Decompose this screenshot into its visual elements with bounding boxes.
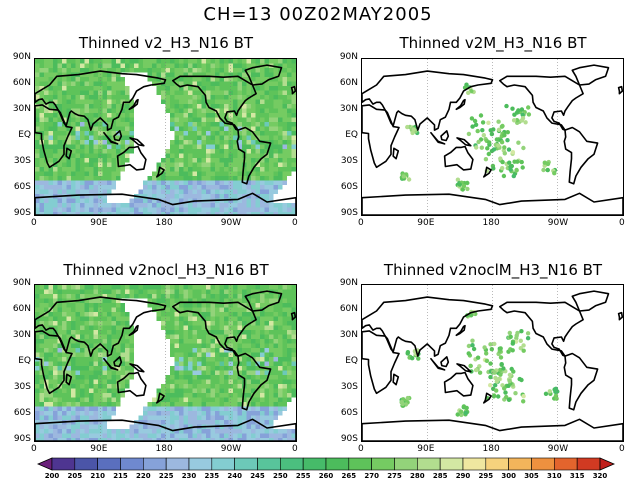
lon-label-3-4: 0 [292, 444, 298, 454]
lat-label-4-0: 90N [339, 278, 358, 288]
colorbar-tick-label: 200 [44, 472, 60, 480]
lat-label-1-4: 30S [13, 156, 31, 166]
lat-label-3-6: 90S [13, 434, 31, 444]
lon-label-1-2: 180 [155, 218, 173, 228]
lon-label-2-1: 90E [417, 218, 435, 228]
lon-label-3-0: 0 [31, 444, 37, 454]
lat-label-1-0: 90N [12, 52, 31, 62]
map-panel-thinned-v2noclm [361, 284, 624, 442]
lon-label-4-2: 180 [482, 444, 500, 454]
lat-label-2-6: 90S [340, 208, 358, 218]
colorbar-tick-label: 280 [409, 472, 425, 480]
colorbar-tick-label: 255 [295, 472, 311, 480]
colorbar-tick-label: 215 [113, 472, 128, 480]
lat-label-4-1: 60N [339, 304, 358, 314]
colorbar-tick-label: 265 [341, 472, 357, 480]
colorbar-tick-label: 230 [181, 472, 197, 480]
colorbar-tick-label: 260 [318, 472, 334, 480]
colorbar-tick-label: 310 [546, 472, 562, 480]
colorbar-tick-label: 205 [67, 472, 83, 480]
lon-label-2-0: 0 [358, 218, 364, 228]
lon-label-1-1: 90E [90, 218, 108, 228]
panel-title-3: Thinned v2nocl_H3_N16 BT [63, 261, 269, 279]
colorbar-tick-label: 270 [364, 472, 379, 480]
colorbar [36, 457, 616, 471]
lat-label-2-5: 60S [340, 182, 358, 192]
map-panel-thinned-v2m [361, 58, 624, 216]
colorbar-tick-label: 315 [569, 472, 585, 480]
lon-label-2-3: 90W [547, 218, 569, 228]
colorbar-tick-label: 300 [501, 472, 516, 480]
colorbar-tick-label: 225 [158, 472, 174, 480]
colorbar-tick-label: 240 [227, 472, 242, 480]
lat-label-2-1: 60N [339, 78, 358, 88]
lat-label-3-2: 30N [12, 330, 31, 340]
lat-label-2-0: 90N [339, 52, 358, 62]
colorbar-tick-label: 320 [592, 472, 608, 480]
colorbar-tick-label: 235 [204, 472, 220, 480]
colorbar-tick-label: 290 [455, 472, 471, 480]
map-panel-thinned-v2 [34, 58, 297, 216]
lat-label-1-2: 30N [12, 104, 31, 114]
lat-label-4-2: 30N [339, 330, 358, 340]
lat-label-1-1: 60N [12, 78, 31, 88]
lon-label-2-2: 180 [482, 218, 500, 228]
colorbar-tick-label: 220 [135, 472, 151, 480]
lat-label-3-5: 60S [13, 408, 31, 418]
lon-label-3-2: 180 [155, 444, 173, 454]
map-panel-thinned-v2nocl [34, 284, 297, 442]
lon-label-2-4: 0 [619, 218, 625, 228]
colorbar-tick-label: 210 [90, 472, 105, 480]
lon-label-1-4: 0 [292, 218, 298, 228]
lat-label-3-1: 60N [12, 304, 31, 314]
lon-label-1-0: 0 [31, 218, 37, 228]
lat-label-2-3: EQ [345, 130, 358, 140]
lon-label-3-1: 90E [90, 444, 108, 454]
colorbar-tick-label: 305 [524, 472, 539, 480]
colorbar-tick-label: 245 [250, 472, 265, 480]
lat-label-1-3: EQ [18, 130, 31, 140]
colorbar-tick-label: 295 [478, 472, 494, 480]
figure-title: CH=13 00Z02MAY2005 [203, 4, 433, 25]
colorbar-tick-label: 285 [432, 472, 448, 480]
lat-label-4-6: 90S [340, 434, 358, 444]
lat-label-3-3: EQ [18, 356, 31, 366]
lat-label-4-4: 30S [340, 382, 358, 392]
lat-label-1-5: 60S [13, 182, 31, 192]
lon-label-4-1: 90E [417, 444, 435, 454]
colorbar-tick-label: 250 [272, 472, 288, 480]
lat-label-2-4: 30S [340, 156, 358, 166]
lat-label-4-3: EQ [345, 356, 358, 366]
lat-label-4-5: 60S [340, 408, 358, 418]
lat-label-1-6: 90S [13, 208, 31, 218]
lat-label-2-2: 30N [339, 104, 358, 114]
panel-title-2: Thinned v2M_H3_N16 BT [399, 34, 587, 52]
lon-label-4-3: 90W [547, 444, 569, 454]
lon-label-4-0: 0 [358, 444, 364, 454]
colorbar-tick-label: 275 [387, 472, 402, 480]
panel-title-4: Thinned v2noclM_H3_N16 BT [383, 261, 603, 279]
panel-title-1: Thinned v2_H3_N16 BT [78, 34, 254, 52]
lat-label-3-4: 30S [13, 382, 31, 392]
lon-label-1-3: 90W [220, 218, 242, 228]
lon-label-4-4: 0 [619, 444, 625, 454]
lon-label-3-3: 90W [220, 444, 242, 454]
lat-label-3-0: 90N [12, 278, 31, 288]
